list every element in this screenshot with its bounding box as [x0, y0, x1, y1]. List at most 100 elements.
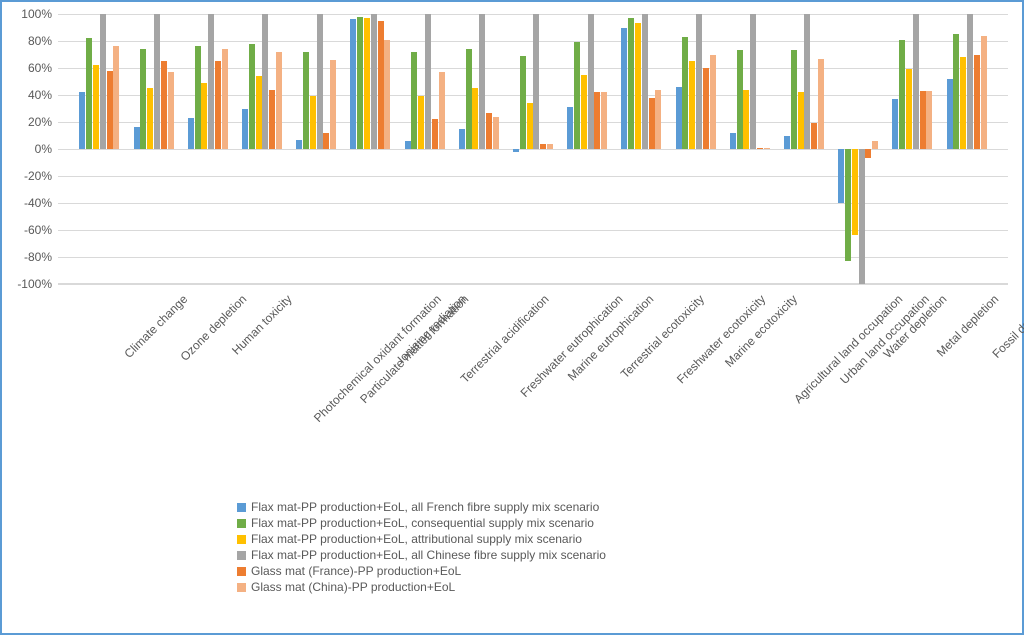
- bar: [79, 92, 85, 149]
- bar: [913, 14, 919, 149]
- bar: [425, 14, 431, 149]
- bar: [269, 90, 275, 149]
- bar: [818, 59, 824, 149]
- legend: Flax mat-PP production+EoL, all French f…: [237, 500, 606, 596]
- bar: [439, 72, 445, 149]
- bar: [215, 61, 221, 149]
- bar: [100, 14, 106, 149]
- bar: [696, 14, 702, 149]
- bar: [201, 83, 207, 149]
- legend-label: Glass mat (France)-PP production+EoL: [251, 564, 461, 578]
- y-tick-label: -20%: [2, 169, 52, 183]
- bar: [249, 44, 255, 149]
- bar: [493, 117, 499, 149]
- bar: [154, 14, 160, 149]
- bar: [479, 14, 485, 149]
- bar: [899, 40, 905, 149]
- bar: [242, 109, 248, 150]
- bar: [953, 34, 959, 149]
- legend-swatch: [237, 583, 246, 592]
- bar: [872, 141, 878, 149]
- bar: [547, 144, 553, 149]
- bar: [208, 14, 214, 149]
- bar: [303, 52, 309, 149]
- legend-label: Flax mat-PP production+EoL, consequentia…: [251, 516, 594, 530]
- bar: [466, 49, 472, 149]
- bar: [703, 68, 709, 149]
- legend-swatch: [237, 519, 246, 528]
- bar: [981, 36, 987, 149]
- bar: [865, 149, 871, 158]
- bar: [188, 118, 194, 149]
- bar: [323, 133, 329, 149]
- bar: [838, 149, 844, 203]
- bar: [621, 28, 627, 150]
- y-tick-label: 20%: [2, 115, 52, 129]
- bar: [635, 23, 641, 149]
- legend-swatch: [237, 551, 246, 560]
- bar: [262, 14, 268, 149]
- bar: [317, 14, 323, 149]
- bar: [432, 119, 438, 149]
- bar: [256, 76, 262, 149]
- y-tick-label: -80%: [2, 250, 52, 264]
- bar: [113, 46, 119, 149]
- bar: [350, 19, 356, 149]
- bar: [527, 103, 533, 149]
- bar: [134, 127, 140, 149]
- legend-item: Flax mat-PP production+EoL, consequentia…: [237, 516, 606, 530]
- bar: [689, 61, 695, 149]
- bar: [967, 14, 973, 149]
- bar: [384, 40, 390, 149]
- bar: [588, 14, 594, 149]
- y-tick-label: 100%: [2, 7, 52, 21]
- bar: [737, 50, 743, 149]
- bar: [330, 60, 336, 149]
- x-tick-label: Photochemical oxidant formation: [311, 292, 444, 425]
- bar: [642, 14, 648, 149]
- bar: [798, 92, 804, 149]
- bar: [459, 129, 465, 149]
- bar: [852, 149, 858, 235]
- bars-layer: [58, 14, 1008, 284]
- bar: [764, 148, 770, 149]
- legend-label: Glass mat (China)-PP production+EoL: [251, 580, 455, 594]
- bar: [859, 149, 865, 284]
- bar: [594, 92, 600, 149]
- bar: [520, 56, 526, 149]
- bar: [757, 148, 763, 149]
- y-tick-label: -100%: [2, 277, 52, 291]
- bar: [960, 57, 966, 149]
- bar: [811, 123, 817, 149]
- bar: [486, 113, 492, 149]
- bar: [920, 91, 926, 149]
- legend-item: Glass mat (France)-PP production+EoL: [237, 564, 606, 578]
- y-tick-label: -40%: [2, 196, 52, 210]
- legend-item: Glass mat (China)-PP production+EoL: [237, 580, 606, 594]
- bar: [750, 14, 756, 149]
- y-tick-label: 80%: [2, 34, 52, 48]
- bar: [676, 87, 682, 149]
- bar: [168, 72, 174, 149]
- legend-label: Flax mat-PP production+EoL, all French f…: [251, 500, 599, 514]
- legend-swatch: [237, 503, 246, 512]
- plot-area: [58, 14, 1008, 284]
- bar: [276, 52, 282, 149]
- bar: [892, 99, 898, 149]
- gridline: [58, 284, 1008, 285]
- bar: [533, 14, 539, 149]
- bar: [222, 49, 228, 149]
- bar: [93, 65, 99, 149]
- bar: [418, 96, 424, 149]
- y-tick-label: 60%: [2, 61, 52, 75]
- bar: [710, 55, 716, 150]
- bar: [628, 18, 634, 149]
- y-tick-label: 0%: [2, 142, 52, 156]
- bar: [574, 42, 580, 149]
- bar: [581, 75, 587, 149]
- legend-item: Flax mat-PP production+EoL, all French f…: [237, 500, 606, 514]
- bar: [845, 149, 851, 261]
- bar: [804, 14, 810, 149]
- bar: [513, 149, 519, 152]
- bar: [655, 90, 661, 149]
